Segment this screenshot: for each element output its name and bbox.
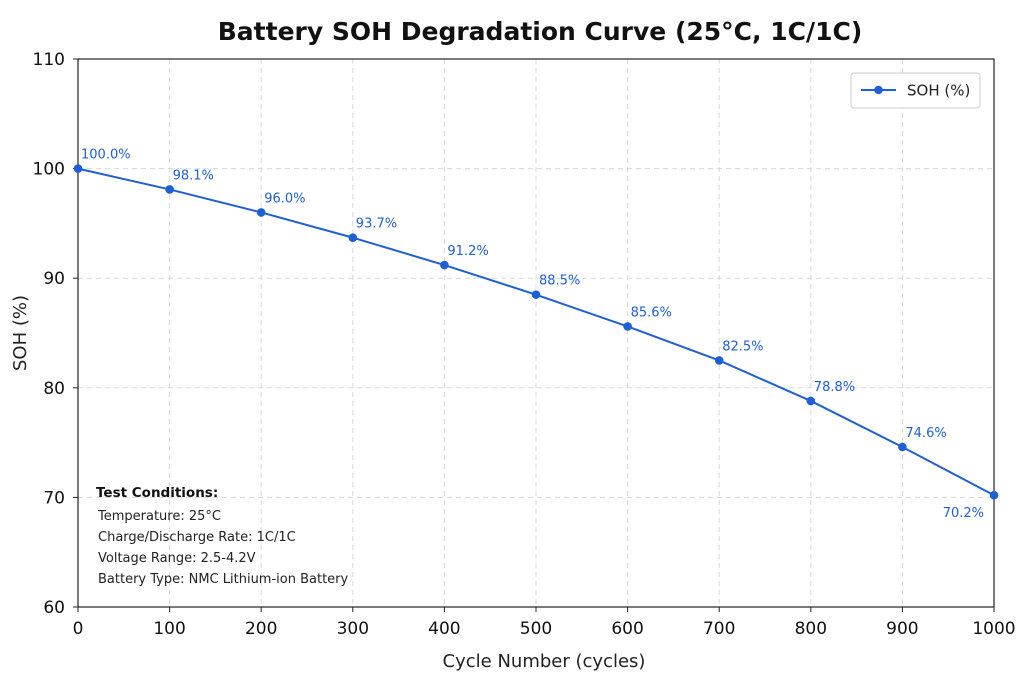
y-tick-label: 90 — [43, 269, 65, 289]
x-tick-label: 300 — [337, 619, 369, 639]
soh-point — [806, 396, 816, 406]
x-axis-ticks: 0 100 200 300 400 500 600 700 800 900 1000 — [73, 607, 1016, 639]
soh-point — [256, 208, 266, 217]
data-label: 100.0% — [81, 148, 131, 163]
soh-point — [623, 322, 632, 331]
x-tick-label: 700 — [703, 619, 735, 639]
condition-temperature: Temperature: 25°C — [97, 509, 221, 524]
grid-lines — [78, 59, 994, 607]
data-label: 85.6% — [631, 305, 672, 320]
legend-box — [850, 72, 981, 109]
condition-battery-type: Battery Type: NMC Lithium-ion Battery — [98, 572, 349, 587]
data-label: 78.8% — [814, 380, 855, 395]
data-label: 98.1% — [173, 168, 214, 183]
y-axis-ticks: 60 70 80 90 100 110 — [33, 50, 78, 618]
soh-point — [714, 356, 724, 365]
soh-point — [440, 260, 449, 270]
data-label: 74.6% — [905, 426, 946, 441]
y-tick-label: 100 — [33, 160, 65, 180]
test-conditions-title: Test Conditions: — [96, 485, 218, 501]
data-label: 96.0% — [264, 191, 305, 206]
x-tick-label: 100 — [153, 619, 185, 639]
condition-voltage: Voltage Range: 2.5-4.2V — [98, 551, 256, 566]
condition-rate: Charge/Discharge Rate: 1C/1C — [98, 530, 296, 545]
series-soh — [73, 164, 999, 500]
legend-entry-soh: SOH (%) — [907, 82, 970, 100]
x-tick-label: 200 — [245, 619, 277, 639]
data-label: 88.5% — [539, 274, 580, 289]
x-tick-label: 500 — [520, 619, 552, 639]
soh-point — [531, 290, 541, 299]
x-tick-label: 900 — [886, 619, 918, 639]
chart-title: Battery SOH Degradation Curve (25°C, 1C/… — [218, 17, 863, 46]
legend: SOH (%) — [850, 72, 981, 109]
soh-point — [73, 164, 83, 173]
y-tick-label: 80 — [43, 379, 65, 399]
x-tick-label: 600 — [611, 619, 643, 639]
y-tick-label: 70 — [43, 488, 65, 508]
x-tick-label: 800 — [795, 619, 827, 639]
data-label: 91.2% — [447, 244, 488, 259]
y-tick-label: 110 — [33, 50, 65, 70]
x-axis-label: Cycle Number (cycles) — [443, 651, 646, 672]
soh-point — [898, 442, 907, 452]
data-label: 70.2% — [943, 506, 984, 521]
y-axis-label: SOH (%) — [10, 295, 31, 371]
y-tick-label: 60 — [43, 598, 65, 618]
soh-point — [989, 490, 999, 500]
data-labels: 100.0% 98.1% 96.0% 93.7% 91.2% 88.5% 85.6% 82.5… — [81, 148, 984, 522]
data-label: 93.7% — [356, 217, 397, 232]
x-tick-label: 1000 — [972, 619, 1015, 639]
x-tick-label: 0 — [73, 619, 84, 639]
test-conditions-box: Test Conditions: Temperature: 25°C Charg… — [96, 485, 349, 587]
x-tick-label: 400 — [428, 619, 460, 639]
soh-point — [165, 185, 174, 194]
legend-marker-swatch — [874, 85, 883, 95]
soh-point — [348, 233, 358, 242]
data-label: 82.5% — [722, 339, 763, 354]
